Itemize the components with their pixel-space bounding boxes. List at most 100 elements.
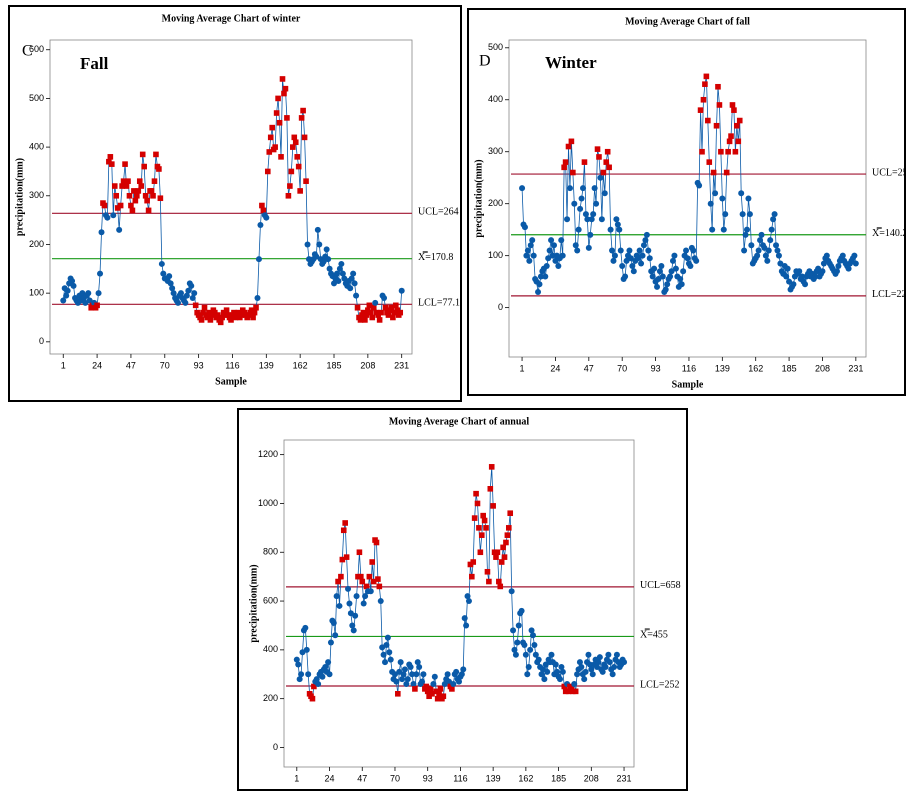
out-of-control-point <box>298 115 305 121</box>
data-point <box>684 255 691 262</box>
out-of-control-point <box>716 102 723 108</box>
data-point <box>303 646 310 653</box>
data-point <box>783 273 790 280</box>
out-of-control-point <box>311 683 317 690</box>
out-of-control-point <box>725 148 731 155</box>
data-point <box>353 292 360 299</box>
out-of-control-point <box>136 178 143 184</box>
data-point <box>512 651 519 658</box>
out-of-control-point <box>138 183 145 189</box>
out-of-control-point <box>200 309 206 316</box>
data-point <box>687 263 694 270</box>
data-point <box>518 607 525 614</box>
out-of-control-point <box>119 183 125 189</box>
data-point <box>338 260 345 267</box>
data-point <box>420 671 427 678</box>
data-point <box>170 290 177 297</box>
y-tick-label: 600 <box>29 44 44 54</box>
series-line <box>296 466 625 700</box>
out-of-control-point <box>212 309 218 316</box>
data-point <box>764 257 771 264</box>
out-of-control-point <box>376 583 383 590</box>
out-of-control-point <box>228 317 234 323</box>
data-point <box>610 257 617 264</box>
out-of-control-point <box>440 693 447 700</box>
out-of-control-point <box>729 102 736 108</box>
out-of-control-point <box>474 500 481 507</box>
y-tick-label: 0 <box>273 742 278 752</box>
control-limit-label: UCL=658 <box>640 580 681 591</box>
data-point <box>316 241 323 248</box>
data-point <box>683 247 690 254</box>
data-point <box>552 661 559 668</box>
plot-frame <box>49 39 413 355</box>
out-of-control-point <box>697 107 704 113</box>
data-point <box>707 200 714 207</box>
data-point <box>346 600 353 607</box>
chart: Moving Average Chart of fall D Winter 0 100 2… <box>473 16 904 390</box>
data-point <box>639 252 646 259</box>
out-of-control-point <box>128 202 134 209</box>
out-of-control-point <box>276 119 283 126</box>
out-of-control-point <box>131 188 137 194</box>
data-point <box>609 247 616 254</box>
out-of-control-point <box>287 183 293 189</box>
out-of-control-point <box>291 134 298 141</box>
out-of-control-point <box>238 312 245 318</box>
data-point <box>577 205 584 212</box>
out-of-control-point <box>449 686 455 692</box>
out-of-control-point <box>478 532 485 538</box>
data-point <box>774 247 781 254</box>
data-point <box>508 588 515 595</box>
out-of-control-point <box>600 169 607 176</box>
out-of-control-point <box>483 525 489 531</box>
data-point <box>98 229 105 236</box>
out-of-control-point <box>376 317 383 323</box>
data-point <box>353 593 360 600</box>
out-of-control-point <box>568 138 575 145</box>
data-point <box>352 612 359 619</box>
data-point <box>166 273 173 280</box>
data-point <box>523 252 530 259</box>
out-of-control-point <box>702 81 708 87</box>
y-tick-label: 500 <box>29 93 44 103</box>
data-point <box>672 265 679 272</box>
data-point <box>393 678 400 685</box>
out-of-control-point <box>343 554 350 560</box>
out-of-control-point <box>207 317 214 323</box>
chart: Moving Average Chart of winter C Fall 0 100 2… <box>14 13 460 387</box>
data-point <box>400 671 407 678</box>
out-of-control-point <box>282 85 289 92</box>
out-of-control-point <box>369 559 376 565</box>
data-point <box>524 247 531 254</box>
out-of-control-point <box>356 549 363 556</box>
out-of-control-point <box>106 158 112 165</box>
data-point <box>510 627 517 634</box>
x-tick-label: 185 <box>782 363 797 373</box>
data-point <box>578 663 585 670</box>
data-point <box>571 681 578 688</box>
x-tick-label: 1 <box>61 360 66 370</box>
data-point <box>605 651 612 658</box>
data-point <box>593 200 600 207</box>
data-point <box>188 282 195 289</box>
data-point <box>767 237 774 244</box>
out-of-control-point <box>497 583 504 590</box>
out-of-control-point <box>732 148 739 155</box>
data-point <box>367 588 374 595</box>
data-point <box>543 263 550 270</box>
data-point <box>386 649 393 656</box>
out-of-control-point <box>342 520 348 526</box>
data-point <box>758 231 765 238</box>
data-point <box>339 270 346 277</box>
out-of-control-point <box>357 317 364 323</box>
data-point <box>325 659 332 666</box>
data-point <box>596 654 603 661</box>
out-of-control-point <box>606 164 612 171</box>
data-point <box>175 299 182 306</box>
out-of-control-point <box>728 133 734 139</box>
out-of-control-point <box>505 525 512 531</box>
x-tick-label: 231 <box>394 360 409 370</box>
data-point <box>611 252 618 259</box>
